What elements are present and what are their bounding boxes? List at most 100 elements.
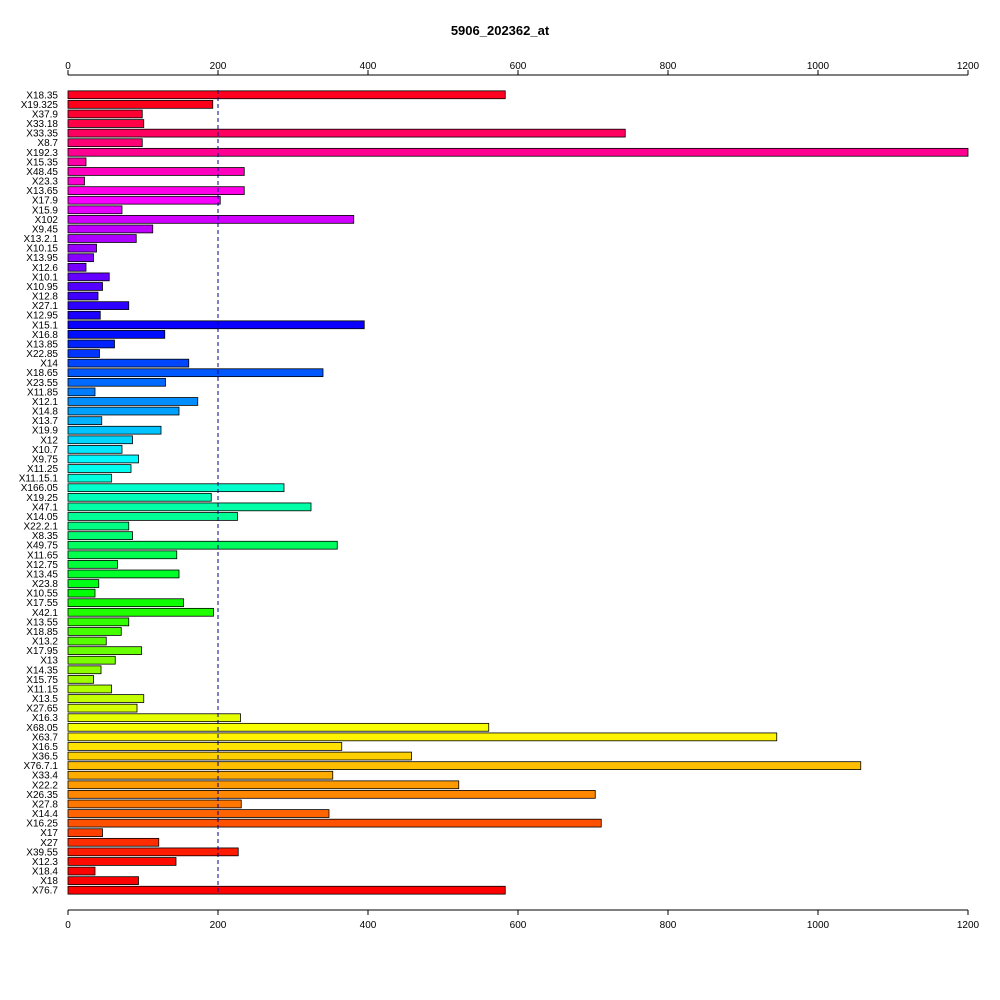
- category-label: X15.1: [32, 320, 59, 331]
- bar: [67, 320, 365, 330]
- category-label: X13: [40, 656, 58, 667]
- category-label: X13.55: [26, 617, 58, 628]
- bar: [67, 167, 245, 176]
- top-axis-tick-label: 200: [210, 61, 227, 72]
- bar: [67, 847, 239, 857]
- bar: [67, 684, 112, 694]
- category-label: X15.35: [26, 157, 58, 168]
- category-label: X19.325: [21, 100, 59, 111]
- category-label: X76.7: [32, 886, 59, 897]
- category-label: X37.9: [32, 109, 59, 120]
- category-label: X49.75: [26, 541, 58, 552]
- bar: [67, 464, 132, 473]
- bar: [67, 234, 137, 243]
- bar: [67, 627, 122, 636]
- category-label: X16.5: [32, 742, 59, 753]
- category-label: X27: [40, 838, 58, 849]
- bar: [67, 416, 103, 425]
- category-label: X42.1: [32, 608, 59, 619]
- bar: [67, 713, 241, 723]
- category-label: X23.8: [32, 579, 59, 590]
- category-label: X14.8: [32, 407, 59, 418]
- category-label: X13.65: [26, 186, 58, 197]
- bar: [67, 588, 96, 598]
- category-label: X22.2: [32, 780, 59, 791]
- category-label: X22.85: [26, 349, 58, 360]
- category-label: X12.75: [26, 560, 58, 571]
- bar: [67, 646, 142, 655]
- bar: [67, 406, 180, 416]
- category-label: X11.15.1: [19, 474, 59, 485]
- category-label: X192.3: [26, 148, 58, 159]
- category-label: X18.85: [26, 627, 58, 638]
- category-label: X17.9: [32, 196, 59, 207]
- category-label: X17: [40, 828, 58, 839]
- category-label: X13.7: [32, 416, 59, 427]
- category-label: X47.1: [32, 502, 59, 513]
- category-label: X18.4: [32, 867, 59, 878]
- bar: [67, 473, 112, 483]
- bar: [67, 224, 154, 234]
- bar: [67, 675, 94, 684]
- bar: [67, 742, 343, 751]
- bar: [67, 253, 94, 263]
- bar: [67, 100, 214, 109]
- bar: [67, 876, 139, 885]
- bar: [67, 857, 177, 866]
- category-label: X8.7: [37, 138, 58, 149]
- category-label: X76.7.1: [24, 761, 59, 772]
- bar: [67, 502, 312, 512]
- category-label: X13.45: [26, 569, 58, 580]
- bottom-axis-tick-label: 1000: [807, 920, 830, 931]
- bar: [67, 636, 107, 646]
- bar: [67, 531, 133, 540]
- bar: [67, 492, 212, 502]
- category-label: X9.45: [32, 224, 59, 235]
- bar: [67, 828, 103, 838]
- bar: [67, 818, 602, 828]
- bottom-axis-tick-label: 800: [660, 920, 677, 931]
- bar: [67, 157, 87, 167]
- category-label: X13.2: [32, 637, 59, 648]
- category-label: X10.95: [26, 282, 58, 293]
- bar: [67, 90, 506, 100]
- bar: [67, 560, 118, 569]
- top-axis-tick-label: 600: [510, 61, 527, 72]
- category-label: X36.5: [32, 752, 59, 763]
- category-label: X27.1: [32, 301, 59, 312]
- bar: [67, 358, 190, 368]
- category-label: X18: [40, 876, 58, 887]
- bar: [67, 751, 412, 761]
- bar: [67, 607, 214, 617]
- bar: [67, 330, 166, 339]
- category-label: X16.8: [32, 330, 59, 341]
- category-label: X11.25: [27, 464, 58, 475]
- bar: [67, 722, 490, 732]
- bar: [67, 377, 166, 387]
- bar: [67, 368, 324, 378]
- bar: [67, 770, 334, 780]
- bar: [67, 119, 145, 128]
- category-label: X15.75: [26, 675, 58, 686]
- category-label: X22.2.1: [24, 522, 59, 533]
- category-label: X18.65: [26, 368, 58, 379]
- category-label: X27.8: [32, 799, 59, 810]
- bar: [67, 445, 123, 454]
- category-label: X33.18: [26, 119, 58, 130]
- category-label: X16.3: [32, 713, 59, 724]
- bar: [67, 339, 115, 349]
- bar: [67, 262, 87, 272]
- top-axis-tick-label: 1000: [807, 61, 830, 72]
- bar: [67, 291, 99, 301]
- bar: [67, 454, 139, 464]
- category-label: X26.35: [26, 790, 58, 801]
- bar: [67, 703, 138, 713]
- category-label: X19.25: [26, 493, 58, 504]
- bar: [67, 272, 110, 282]
- bar: [67, 147, 969, 157]
- category-label: X10.1: [32, 272, 59, 283]
- bar: [67, 799, 242, 809]
- bar: [67, 569, 180, 579]
- category-label: X48.45: [26, 167, 58, 178]
- top-axis-tick-label: 0: [65, 61, 71, 72]
